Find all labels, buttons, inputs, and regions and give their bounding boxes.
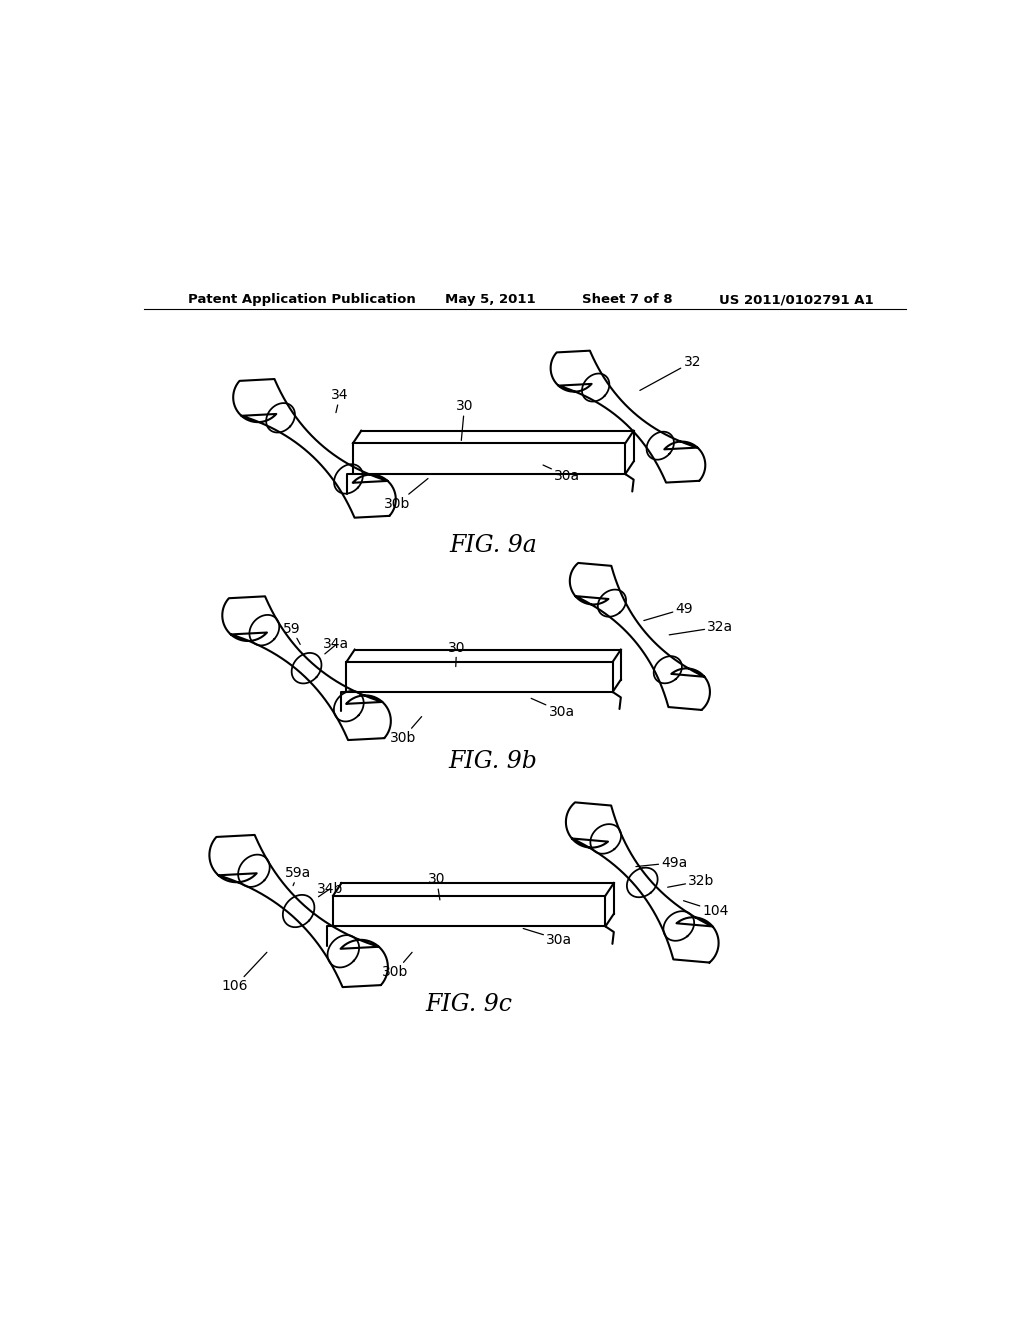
Text: 59: 59 [283, 622, 300, 644]
Text: 32a: 32a [670, 620, 733, 635]
Text: FIG. 9b: FIG. 9b [449, 750, 538, 774]
Text: 30b: 30b [390, 717, 422, 744]
Text: 30: 30 [428, 873, 445, 900]
Text: 30a: 30a [531, 698, 574, 719]
Text: 32: 32 [640, 355, 701, 391]
Text: 49a: 49a [636, 855, 687, 870]
Text: 30a: 30a [523, 928, 572, 946]
Text: 106: 106 [221, 952, 267, 994]
Text: Patent Application Publication: Patent Application Publication [187, 293, 416, 306]
Text: 30: 30 [456, 399, 473, 441]
Text: Sheet 7 of 8: Sheet 7 of 8 [582, 293, 673, 306]
Text: 30b: 30b [384, 479, 428, 511]
Text: 34: 34 [331, 388, 348, 413]
Text: 104: 104 [684, 900, 729, 917]
Text: 32b: 32b [668, 874, 715, 888]
Text: May 5, 2011: May 5, 2011 [445, 293, 537, 306]
Text: 49: 49 [644, 602, 693, 620]
Text: 30: 30 [447, 640, 465, 667]
Text: 34b: 34b [316, 882, 343, 896]
Text: FIG. 9c: FIG. 9c [426, 993, 513, 1016]
Text: US 2011/0102791 A1: US 2011/0102791 A1 [719, 293, 873, 306]
Text: 30b: 30b [382, 952, 412, 979]
Text: 30a: 30a [543, 465, 581, 483]
Text: 34a: 34a [324, 638, 349, 653]
Text: FIG. 9a: FIG. 9a [450, 533, 537, 557]
Text: 59a: 59a [285, 866, 311, 886]
